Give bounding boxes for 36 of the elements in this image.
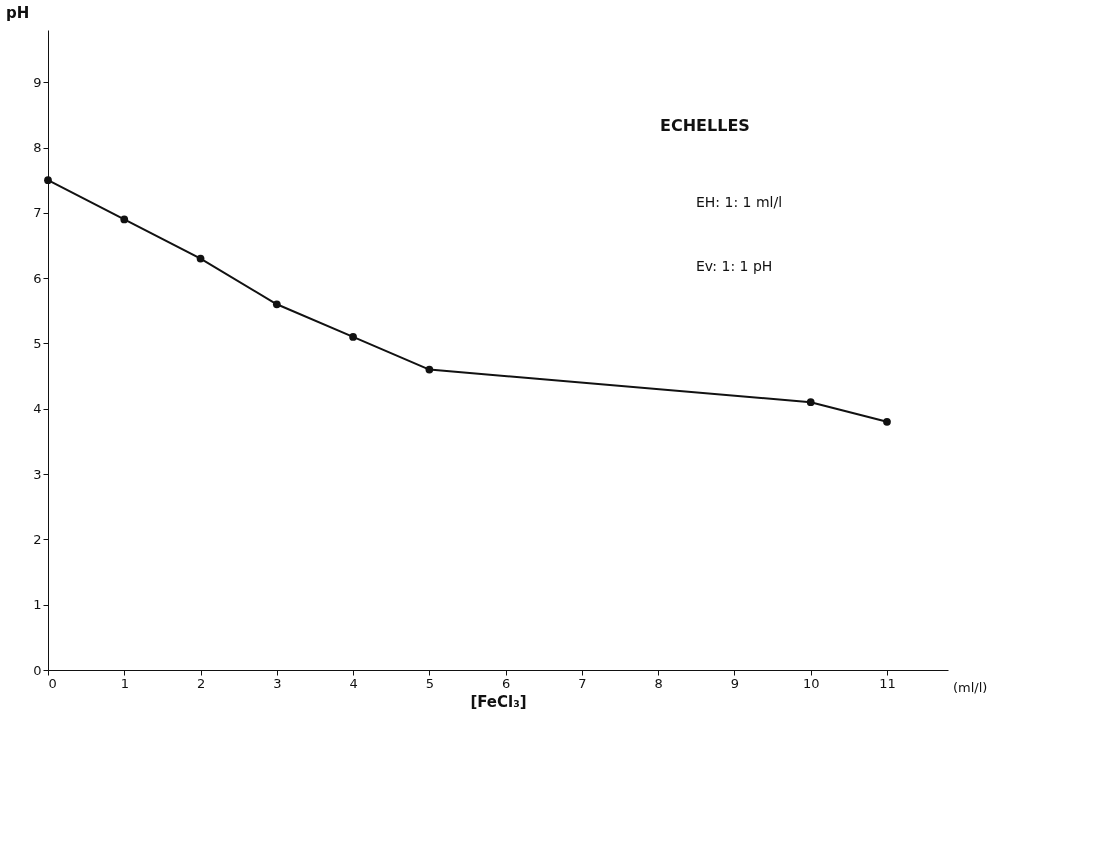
annotation: EH: 1: 1 ml/l [696,193,783,210]
x-tick-label: 5 [425,675,434,691]
x-tick-label: 6 [501,675,511,691]
x-tick-label: 3 [273,675,282,691]
y-tick-label: 3 [33,466,42,482]
x-tick-label: 11 [879,675,896,691]
y-tick-label: 8 [33,140,42,156]
point [272,300,281,309]
y-tick-label: 0 [33,662,42,678]
x-tick-label: 10 [802,675,820,691]
point [44,176,52,185]
y-tick-label: 5 [33,335,42,351]
y-tick-label: 1 [33,597,42,613]
x-tick-label: 8 [654,675,663,691]
point [120,215,129,224]
y-tick-label: 7 [33,205,42,221]
y-tick-label: 9 [33,74,42,90]
y-axis-title: pH [5,3,30,22]
x-tick-label: 2 [196,675,206,691]
x-tick-label: 0 [48,675,57,691]
point [883,417,891,426]
x-tick-label: 7 [578,675,587,691]
x-tick-label: 1 [120,675,129,691]
point [806,398,815,407]
text: (ml/l) [953,680,988,695]
x-tick-label: 4 [349,675,358,691]
y-tick-label: 4 [33,401,42,417]
y-tick-label: 6 [33,270,42,286]
x-tick-label: 9 [730,675,740,691]
point [425,365,434,374]
point [349,333,357,341]
y-tick-label: 2 [33,531,42,547]
point [196,254,205,263]
annotation: Ev: 1: 1 pH [696,257,773,274]
x-axis-title: [FeCl₃] [470,692,527,711]
annotation: ECHELLES [660,116,750,135]
